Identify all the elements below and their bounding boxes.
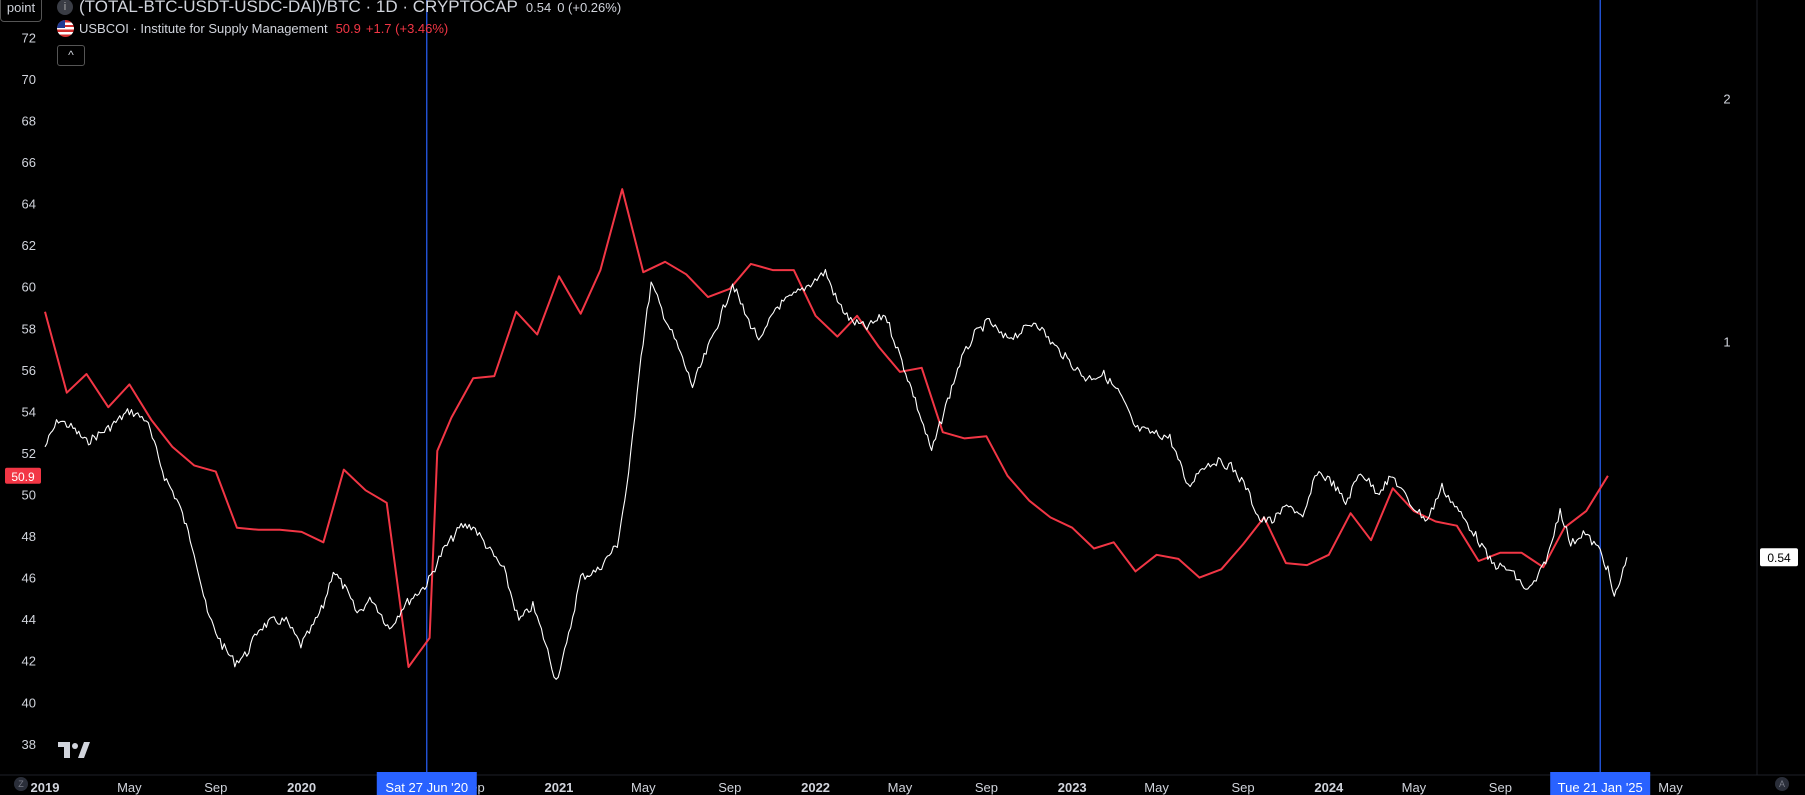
symbol-change: 0 (+0.26%) [557, 0, 622, 15]
time-axis-label-11: 2023 [1058, 780, 1087, 795]
symbol-title: (TOTAL-BTC-USDT-USDC-DAI)/BTC · 1D · CRY… [79, 0, 518, 16]
time-axis-label-1: May [117, 780, 142, 795]
left-axis-tick-56: 56 [22, 363, 36, 378]
indicator-legend[interactable]: USBCOI · Institute for Supply Management… [57, 20, 448, 37]
left-axis-tick-66: 66 [22, 155, 36, 170]
timezone-corner-icon[interactable]: Z [14, 777, 28, 791]
left-axis-tick-58: 58 [22, 321, 36, 336]
time-axis-label-17: May [1658, 780, 1683, 795]
indicator-change: +1.7 (+3.46%) [365, 21, 449, 36]
left-axis-tick-62: 62 [22, 238, 36, 253]
collapse-legend-button[interactable]: ^ [57, 45, 85, 66]
tradingview-logo-icon[interactable] [58, 741, 90, 759]
series-line-price[interactable] [44, 268, 1628, 680]
time-axis-label-0: 2019 [31, 780, 60, 795]
us-flag-icon [57, 20, 74, 37]
left-axis-tick-72: 72 [22, 30, 36, 45]
right-axis-tick-2: 2 [1723, 92, 1730, 107]
time-axis-label-16: Sep [1489, 780, 1512, 795]
right-price-axis[interactable]: 12 [1723, 92, 1730, 350]
time-axis-label-6: May [631, 780, 656, 795]
left-axis-tick-50: 50 [22, 488, 36, 503]
crosshair-date-badge-0 [376, 772, 477, 795]
time-axis-label-12: May [1144, 780, 1169, 795]
price-last-value-label: 0.54 [1767, 551, 1791, 565]
indicator-value: 50.9 [335, 21, 361, 36]
crosshair-date-label-1: Tue 21 Jan '25 [1558, 780, 1643, 795]
left-axis-tick-68: 68 [22, 114, 36, 129]
left-axis-tick-54: 54 [22, 404, 36, 419]
left-axis-tick-40: 40 [22, 695, 36, 710]
time-axis-label-7: Sep [718, 780, 741, 795]
series-line-usbcoi[interactable] [44, 188, 1609, 668]
left-axis-tick-42: 42 [22, 654, 36, 669]
time-axis-label-10: Sep [975, 780, 998, 795]
left-axis-tick-44: 44 [22, 612, 36, 627]
crosshair-date-label-0: Sat 27 Jun '20 [385, 780, 468, 795]
time-axis-label-8: 2022 [801, 780, 830, 795]
right-axis-tick-1: 1 [1723, 334, 1730, 349]
main-series-legend[interactable]: i (TOTAL-BTC-USDT-USDC-DAI)/BTC · 1D · C… [57, 0, 621, 17]
time-axis[interactable]: 2019 May Sep 2020 Sep 2021 May Sep 2022 May Sep 202… [31, 780, 1684, 795]
time-axis-label-15: May [1402, 780, 1427, 795]
point-button[interactable]: point [0, 0, 42, 22]
left-axis-tick-46: 46 [22, 571, 36, 586]
left-axis-tick-48: 48 [22, 529, 36, 544]
indicator-last-value-label: 50.9 [11, 470, 35, 484]
time-axis-label-14: 2024 [1314, 780, 1344, 795]
left-axis-tick-64: 64 [22, 197, 36, 212]
time-axis-label-13: Sep [1231, 780, 1254, 795]
auto-scale-icon[interactable]: A [1775, 777, 1789, 791]
crosshair-date-badge-1 [1550, 772, 1651, 795]
left-axis-tick-38: 38 [22, 737, 36, 752]
time-axis-label-9: May [888, 780, 913, 795]
indicator-last-value-badge [5, 467, 41, 484]
info-icon[interactable]: i [57, 0, 73, 15]
indicator-title: USBCOI · Institute for Supply Management [79, 21, 328, 36]
time-axis-label-5: 2021 [544, 780, 573, 795]
time-axis-label-3: 2020 [287, 780, 316, 795]
time-axis-label-2: Sep [204, 780, 227, 795]
left-axis-tick-60: 60 [22, 280, 36, 295]
price-last-value-badge [1760, 548, 1798, 567]
left-axis-tick-52: 52 [22, 446, 36, 461]
left-price-axis[interactable]: 38 40 42 44 46 48 50 52 54 56 58 60 62 64 66 68 70 72 [22, 30, 36, 751]
symbol-value: 0.54 [525, 0, 552, 15]
left-axis-tick-70: 70 [22, 72, 36, 87]
